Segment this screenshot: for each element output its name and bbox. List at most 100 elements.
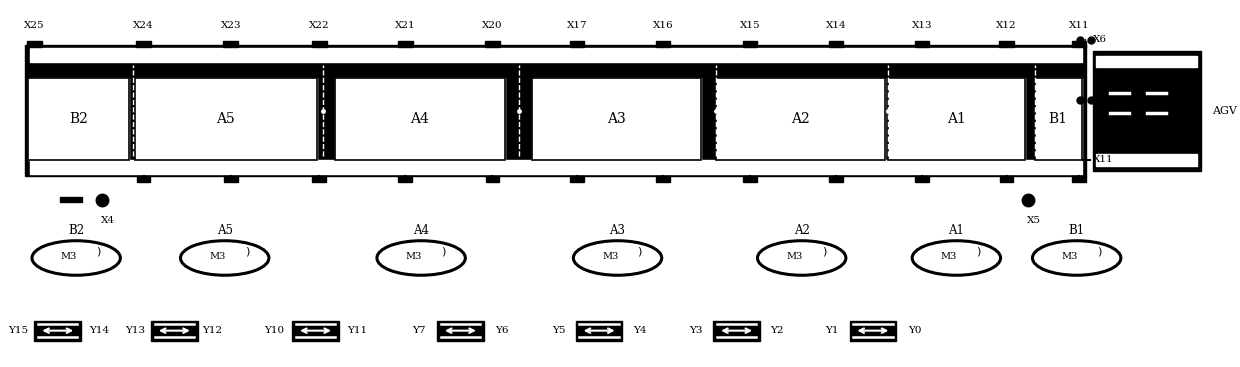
- Text: Y2: Y2: [770, 326, 784, 335]
- Bar: [335, 78, 505, 160]
- Text: X11: X11: [1092, 155, 1114, 164]
- Bar: [656, 41, 671, 47]
- Bar: [29, 78, 129, 160]
- Bar: [828, 41, 843, 47]
- Bar: [1092, 51, 1200, 171]
- Bar: [915, 177, 929, 182]
- Text: X24: X24: [134, 21, 154, 30]
- Text: X20: X20: [482, 21, 502, 30]
- Text: A5: A5: [217, 224, 233, 237]
- Bar: [312, 177, 326, 182]
- Text: A5: A5: [217, 112, 236, 126]
- Bar: [1035, 78, 1081, 160]
- Bar: [224, 177, 238, 182]
- Text: X25: X25: [24, 21, 45, 30]
- Text: Y4: Y4: [632, 326, 646, 335]
- Bar: [30, 160, 1081, 174]
- Bar: [656, 177, 670, 182]
- Text: B2: B2: [68, 224, 84, 237]
- Bar: [1073, 177, 1086, 182]
- Text: A3: A3: [610, 224, 625, 237]
- Text: M3: M3: [601, 252, 619, 261]
- Bar: [312, 41, 326, 47]
- Bar: [135, 78, 316, 160]
- Text: ): ): [976, 247, 981, 257]
- Text: M3: M3: [210, 252, 226, 261]
- Bar: [136, 41, 151, 47]
- Bar: [888, 78, 1025, 160]
- Text: A1: A1: [949, 224, 965, 237]
- Bar: [569, 41, 584, 47]
- Bar: [830, 177, 843, 182]
- Bar: [136, 177, 150, 182]
- Bar: [713, 321, 760, 341]
- Bar: [743, 177, 756, 182]
- Bar: [335, 78, 505, 160]
- Text: X5: X5: [1027, 216, 1040, 225]
- Bar: [999, 177, 1013, 182]
- Text: ): ): [244, 247, 249, 257]
- Text: B1: B1: [1069, 224, 1085, 237]
- Bar: [293, 321, 339, 341]
- Text: X4: X4: [102, 216, 115, 225]
- Bar: [1035, 78, 1081, 160]
- Text: Y13: Y13: [125, 326, 145, 335]
- Bar: [715, 78, 885, 160]
- Text: X6: X6: [1092, 36, 1106, 44]
- Bar: [1096, 155, 1197, 166]
- Text: Y1: Y1: [826, 326, 839, 335]
- Text: ): ): [1096, 247, 1101, 257]
- Text: X7: X7: [1092, 95, 1106, 105]
- Bar: [849, 321, 897, 341]
- Bar: [915, 41, 929, 47]
- Text: X12: X12: [997, 21, 1017, 30]
- Text: Y14: Y14: [89, 326, 109, 335]
- Text: M3: M3: [941, 252, 957, 261]
- Bar: [398, 41, 413, 47]
- Text: X13: X13: [911, 21, 932, 30]
- Text: A1: A1: [947, 112, 966, 126]
- Bar: [485, 41, 500, 47]
- Text: Y11: Y11: [347, 326, 367, 335]
- Bar: [1071, 41, 1086, 47]
- Text: X17: X17: [567, 21, 588, 30]
- Bar: [1096, 56, 1197, 67]
- Bar: [29, 78, 129, 160]
- Bar: [25, 46, 1086, 176]
- Text: A2: A2: [791, 112, 810, 126]
- Bar: [151, 321, 197, 341]
- Text: Y6: Y6: [496, 326, 508, 335]
- Text: A2: A2: [794, 224, 810, 237]
- Bar: [436, 321, 484, 341]
- Text: ): ): [822, 247, 826, 257]
- Text: X23: X23: [221, 21, 241, 30]
- Bar: [61, 197, 82, 202]
- Text: X16: X16: [652, 21, 673, 30]
- Bar: [715, 78, 885, 160]
- Text: A3: A3: [606, 112, 626, 126]
- Text: Y15: Y15: [9, 326, 29, 335]
- Bar: [27, 41, 42, 47]
- Text: Y3: Y3: [689, 326, 703, 335]
- Text: M3: M3: [61, 252, 77, 261]
- Text: X14: X14: [826, 21, 847, 30]
- Text: B1: B1: [1049, 112, 1068, 126]
- Text: ): ): [637, 247, 642, 257]
- Text: ): ): [95, 247, 100, 257]
- Text: M3: M3: [786, 252, 802, 261]
- Bar: [575, 321, 622, 341]
- Bar: [30, 48, 1081, 62]
- Bar: [532, 78, 701, 160]
- Bar: [35, 321, 81, 341]
- Text: X21: X21: [394, 21, 415, 30]
- Text: M3: M3: [1061, 252, 1078, 261]
- Text: ): ): [441, 247, 445, 257]
- Bar: [135, 78, 316, 160]
- Text: X11: X11: [1069, 21, 1090, 30]
- Text: Y5: Y5: [552, 326, 565, 335]
- Text: Y12: Y12: [202, 326, 222, 335]
- Text: A4: A4: [410, 112, 429, 126]
- Text: A4: A4: [413, 224, 429, 237]
- Text: Y0: Y0: [908, 326, 921, 335]
- Bar: [486, 177, 498, 182]
